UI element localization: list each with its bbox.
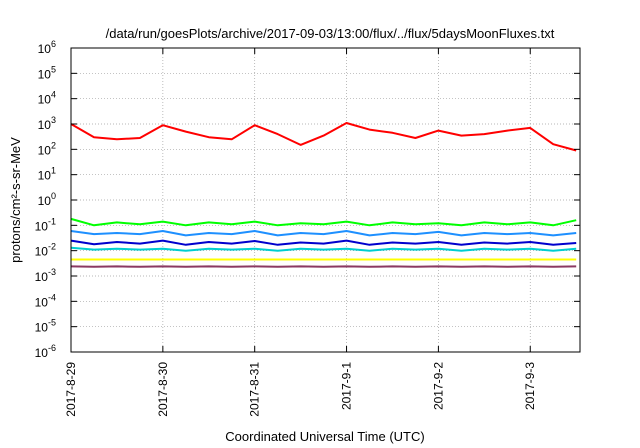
y-tick-label: 10-6 [35, 343, 56, 360]
y-tick-label: 104 [38, 90, 56, 107]
y-tick-label: 101 [38, 166, 56, 183]
y-tick-label: 103 [38, 115, 56, 132]
x-tick-label: 2017-8-29 [64, 362, 78, 417]
x-tick-label: 2017-9-2 [431, 362, 445, 410]
y-tick-label: 10-4 [35, 292, 56, 309]
y-tick-label: 10-1 [35, 216, 56, 233]
x-axis-label: Coordinated Universal Time (UTC) [225, 429, 424, 444]
series-line-1 [70, 122, 577, 152]
x-tick-label: 2017-9-3 [523, 362, 537, 410]
series-line-3 [70, 230, 577, 237]
y-tick-label: 105 [38, 64, 56, 81]
series-line-2 [70, 217, 577, 227]
y-tick-label: 10-3 [35, 267, 56, 284]
y-axis-label: protons/cm²-s-sr-MeV [8, 137, 23, 263]
y-axis-ticks: 10-6 10-5 10-4 10-3 10-2 10-1 100 101 102 103 104 1… [35, 39, 580, 360]
y-tick-label: 100 [38, 191, 56, 208]
series-group [70, 122, 577, 268]
grid [71, 48, 580, 352]
x-axis-ticks: 2017-8-29 2017-8-30 2017-8-31 2017-9-1 2017-… [64, 48, 537, 417]
y-tick-label: 102 [38, 140, 56, 157]
chart-title: /data/run/goesPlots/archive/2017-09-03/1… [106, 26, 555, 41]
series-line-5 [70, 246, 577, 252]
x-tick-label: 2017-8-30 [156, 362, 170, 417]
x-tick-label: 2017-9-1 [340, 362, 354, 410]
y-tick-label: 10-2 [35, 242, 56, 259]
series-line-4 [70, 239, 577, 246]
x-tick-label: 2017-8-31 [248, 362, 262, 417]
y-tick-label: 106 [38, 39, 56, 56]
y-tick-label: 10-5 [35, 318, 56, 335]
